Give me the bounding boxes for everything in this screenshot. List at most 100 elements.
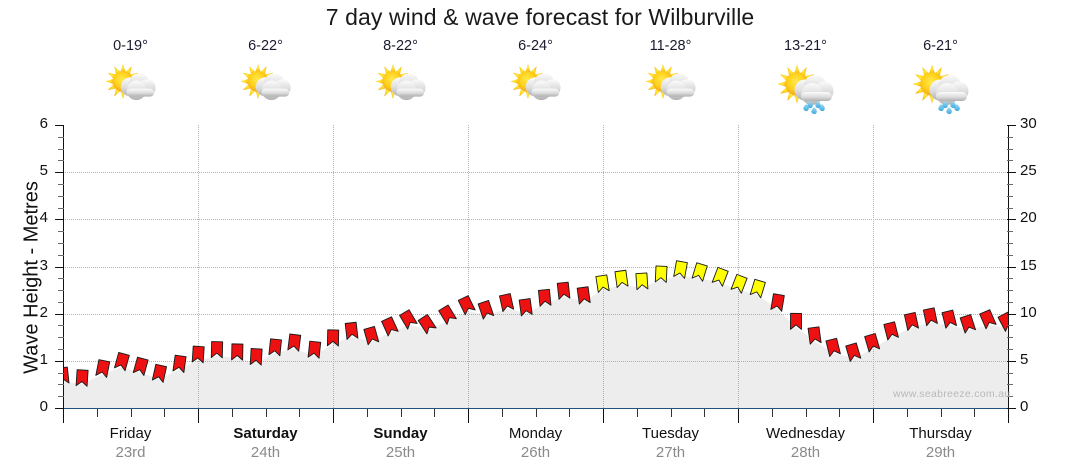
wind-direction-arrow xyxy=(997,311,1008,332)
sun-behind-cloud-icon xyxy=(375,64,426,101)
x-axis-minor-tick xyxy=(670,409,672,417)
left-axis-minor-tick xyxy=(58,148,64,150)
wind-direction-arrow xyxy=(556,281,571,300)
x-axis-minor-tick xyxy=(535,409,537,417)
weather-icon-slot xyxy=(198,60,333,118)
x-axis-day-tick xyxy=(333,409,334,423)
wind-direction-arrow xyxy=(614,269,629,289)
right-axis-minor-tick xyxy=(1007,254,1013,256)
weather-icon-slot xyxy=(333,60,468,118)
wind-direction-arrow xyxy=(864,333,881,353)
x-axis-minor-tick xyxy=(805,409,807,417)
day-label: Thursday 29th xyxy=(873,424,1008,462)
wind-direction-arrow xyxy=(790,312,803,330)
wind-direction-arrow xyxy=(730,273,748,294)
weather-icon-slot xyxy=(468,60,603,118)
right-axis-minor-tick xyxy=(1007,301,1013,303)
vertical-gridline xyxy=(468,125,469,408)
wind-direction-arrow xyxy=(307,340,322,359)
right-axis-minor-tick xyxy=(1007,384,1013,386)
day-label: Monday 26th xyxy=(468,424,603,462)
left-axis-minor-tick xyxy=(58,231,64,233)
wind-direction-arrow xyxy=(132,356,149,376)
forecast-day-header: 6-21° xyxy=(873,38,1008,118)
day-name: Saturday xyxy=(233,425,298,442)
forecast-day-header: 11-28° xyxy=(603,38,738,118)
day-date: 28th xyxy=(790,444,821,461)
left-axis-tick-label: 4 xyxy=(39,209,48,227)
wind-direction-arrow xyxy=(477,299,495,320)
right-axis-minor-tick xyxy=(1007,396,1013,398)
wind-direction-arrow xyxy=(845,342,862,362)
vertical-gridline xyxy=(738,125,739,408)
forecast-day-header: 8-22° xyxy=(333,38,468,118)
x-axis-day-tick xyxy=(873,409,874,423)
day-date: 29th xyxy=(925,444,956,461)
right-axis-minor-tick xyxy=(1007,160,1013,162)
day-date: 25th xyxy=(385,444,416,461)
day-name: Tuesday xyxy=(642,425,699,442)
wind-direction-arrow xyxy=(576,286,591,305)
weather-icon-slot xyxy=(603,60,738,118)
wind-direction-arrow xyxy=(231,343,244,361)
left-axis-title: Wave Height - Metres xyxy=(20,181,43,374)
wind-direction-arrow xyxy=(825,337,841,357)
x-axis-day-tick xyxy=(603,409,604,423)
left-axis-minor-tick xyxy=(58,349,64,351)
day-name: Sunday xyxy=(373,425,428,442)
day-name: Friday xyxy=(109,425,152,442)
left-axis-major-tick xyxy=(55,360,64,362)
wind-direction-arrow xyxy=(903,312,919,331)
wind-direction-arrow xyxy=(95,359,111,378)
sun-behind-cloud-icon xyxy=(645,64,696,101)
forecast-day-header: 13-21° xyxy=(738,38,873,118)
right-axis-minor-tick xyxy=(1007,278,1013,280)
sun-behind-cloud-rain-icon xyxy=(777,64,833,115)
x-axis-day-tick xyxy=(468,409,469,423)
sun-behind-cloud-rain-icon xyxy=(912,64,968,115)
wind-direction-arrow xyxy=(381,316,399,337)
right-axis-minor-tick xyxy=(1007,183,1013,185)
right-axis-major-tick xyxy=(1007,219,1016,221)
weather-icon-slot xyxy=(738,60,873,118)
watermark: www.seabreeze.com.au xyxy=(893,388,1011,400)
left-axis-major-tick xyxy=(55,408,64,409)
horizontal-gridline xyxy=(63,266,1008,268)
wind-direction-arrow xyxy=(63,366,70,385)
left-axis-minor-tick xyxy=(58,337,64,339)
wind-direction-arrow xyxy=(537,288,552,307)
wind-direction-arrow xyxy=(499,293,515,313)
right-axis-tick-label: 20 xyxy=(1020,209,1037,227)
wind-direction-arrow xyxy=(363,325,380,346)
wind-direction-arrow xyxy=(595,274,610,293)
left-axis-tick-label: 1 xyxy=(39,350,48,368)
left-axis-tick-label: 5 xyxy=(39,162,48,180)
day-name: Thursday xyxy=(909,425,972,442)
left-axis-minor-tick xyxy=(58,207,64,209)
right-axis-minor-tick xyxy=(1007,349,1013,351)
left-axis-tick-label: 3 xyxy=(39,256,48,274)
vertical-gridline xyxy=(198,125,199,408)
wind-direction-arrow xyxy=(287,333,302,352)
wind-direction-arrow xyxy=(151,363,168,383)
right-axis-tick-label: 25 xyxy=(1020,162,1037,180)
left-axis-minor-tick xyxy=(58,254,64,256)
left-axis-minor-tick xyxy=(58,372,64,374)
day-temperature-range: 6-22° xyxy=(248,38,283,54)
vertical-gridline xyxy=(333,125,334,408)
page-title: 7 day wind & wave forecast for Wilburvil… xyxy=(325,4,755,30)
wind-direction-arrow xyxy=(922,307,938,327)
left-axis-minor-tick xyxy=(58,396,64,398)
x-axis-minor-tick xyxy=(96,409,98,417)
wind-direction-arrow xyxy=(749,278,766,299)
vertical-gridline xyxy=(603,125,604,408)
wind-direction-arrow xyxy=(941,309,957,329)
x-axis-minor-tick xyxy=(366,409,368,417)
right-axis-minor-tick xyxy=(1007,136,1013,138)
weather-icon-slot xyxy=(63,60,198,118)
right-axis-tick-label: 15 xyxy=(1020,256,1037,274)
horizontal-gridline xyxy=(63,360,1008,362)
day-temperature-range: 0-19° xyxy=(113,38,148,54)
x-axis-minor-tick xyxy=(400,409,402,417)
